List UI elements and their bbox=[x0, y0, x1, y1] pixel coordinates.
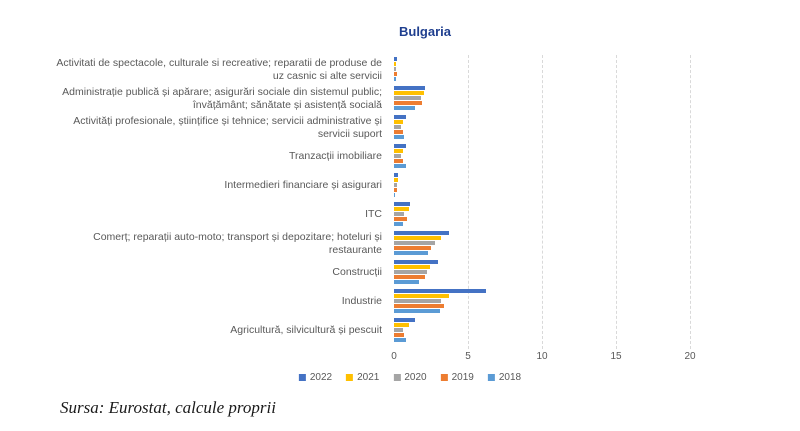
legend-label: 2021 bbox=[357, 372, 380, 383]
bar-2018 bbox=[394, 164, 406, 168]
bar-2019 bbox=[394, 275, 426, 279]
legend-label: 2018 bbox=[498, 372, 522, 383]
bar-2020 bbox=[394, 212, 405, 216]
legend-swatch-icon bbox=[440, 374, 448, 381]
bar-2020 bbox=[394, 154, 402, 158]
category-label: Agricultură, silvicultură și pescuit bbox=[230, 324, 382, 336]
x-tick-label: 20 bbox=[684, 351, 696, 362]
legend-item-2020: 2020 bbox=[393, 372, 427, 383]
legend-swatch-icon bbox=[298, 374, 306, 381]
bar-2021 bbox=[394, 323, 409, 327]
x-tick-label: 0 bbox=[391, 351, 397, 362]
chart-title: Bulgaria bbox=[398, 24, 452, 39]
bar-2019 bbox=[394, 188, 397, 192]
bar-2019 bbox=[394, 130, 403, 134]
bar-2021 bbox=[394, 62, 397, 66]
bar-2019 bbox=[394, 304, 445, 308]
legend-item-2022: 2022 bbox=[298, 372, 333, 383]
x-tick-label: 5 bbox=[465, 351, 471, 362]
bar-2020 bbox=[394, 67, 397, 71]
category-label: Activități profesionale, științifice și … bbox=[73, 114, 382, 140]
bar-2022 bbox=[394, 86, 426, 90]
legend-swatch-icon bbox=[393, 374, 401, 381]
bar-2018 bbox=[394, 77, 397, 81]
x-tick-label: 10 bbox=[536, 351, 548, 362]
gridline bbox=[542, 55, 543, 349]
bar-2020 bbox=[394, 241, 436, 245]
bar-2020 bbox=[394, 328, 403, 332]
bar-2018 bbox=[394, 135, 405, 139]
category-label: Activitati de spectacole, culturale si r… bbox=[56, 56, 382, 82]
bar-2020 bbox=[394, 270, 427, 274]
bar-2020 bbox=[394, 299, 442, 303]
bar-2022 bbox=[394, 202, 411, 206]
category-label: Comerț; reparații auto-moto; transport ș… bbox=[93, 230, 382, 256]
legend-item-2019: 2019 bbox=[440, 372, 474, 383]
bar-2021 bbox=[394, 207, 409, 211]
bar-2022 bbox=[394, 289, 486, 293]
bar-2021 bbox=[394, 91, 424, 95]
gridline bbox=[616, 55, 617, 349]
bar-2019 bbox=[394, 246, 431, 250]
x-tick-label: 15 bbox=[610, 351, 622, 362]
bar-2019 bbox=[394, 333, 405, 337]
bar-2018 bbox=[394, 222, 403, 226]
category-label: Administrație publică și apărare; asigur… bbox=[62, 85, 382, 111]
bar-2021 bbox=[394, 265, 430, 269]
bar-2021 bbox=[394, 236, 442, 240]
gridline bbox=[690, 55, 691, 349]
legend-label: 2022 bbox=[309, 372, 333, 383]
category-label: ITC bbox=[365, 208, 382, 220]
bar-2021 bbox=[394, 178, 399, 182]
legend-item-2018: 2018 bbox=[487, 372, 522, 383]
legend-label: 2020 bbox=[404, 372, 427, 383]
bar-2020 bbox=[394, 183, 397, 187]
bar-2018 bbox=[394, 280, 420, 284]
bar-2018 bbox=[394, 193, 396, 197]
bar-2022 bbox=[394, 318, 415, 322]
bar-2018 bbox=[394, 309, 440, 313]
legend-swatch-icon bbox=[346, 374, 354, 381]
bar-2022 bbox=[394, 57, 397, 61]
legend-label: 2019 bbox=[451, 372, 474, 383]
category-labels: Activitati de spectacole, culturale si r… bbox=[50, 55, 388, 345]
bar-2020 bbox=[394, 96, 421, 100]
bar-2021 bbox=[394, 149, 403, 153]
bar-2019 bbox=[394, 159, 403, 163]
legend-item-2021: 2021 bbox=[346, 372, 379, 383]
gridline bbox=[468, 55, 469, 349]
category-label: Tranzacții imobiliare bbox=[289, 150, 382, 162]
bar-2022 bbox=[394, 115, 406, 119]
bar-2020 bbox=[394, 125, 402, 129]
category-label: Industrie bbox=[341, 295, 382, 307]
bar-2019 bbox=[394, 101, 423, 105]
source-note: Sursa: Eurostat, calcule proprii bbox=[60, 398, 276, 417]
plot-area bbox=[394, 55, 691, 349]
bar-2019 bbox=[394, 72, 397, 76]
bar-2022 bbox=[394, 260, 439, 264]
x-axis: 0 5 10 15 20 bbox=[391, 351, 695, 365]
bar-2018 bbox=[394, 251, 429, 255]
bar-2022 bbox=[394, 144, 406, 148]
bar-2022 bbox=[394, 231, 449, 235]
bar-2019 bbox=[394, 217, 408, 221]
category-label: Construcții bbox=[332, 266, 382, 278]
bar-2018 bbox=[394, 338, 406, 342]
legend-swatch-icon bbox=[487, 374, 495, 381]
bar-2018 bbox=[394, 106, 415, 110]
legend: 2022 2021 2020 2019 2018 bbox=[298, 372, 522, 383]
bar-2022 bbox=[394, 173, 399, 177]
category-label: Intermedieri financiare și asigurari bbox=[224, 179, 382, 191]
bar-2021 bbox=[394, 294, 449, 298]
bar-2021 bbox=[394, 120, 403, 124]
